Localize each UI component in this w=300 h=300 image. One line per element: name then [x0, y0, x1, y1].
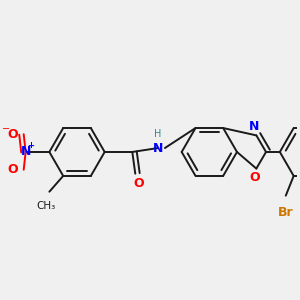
Text: CH₃: CH₃: [37, 201, 56, 211]
Text: O: O: [8, 163, 18, 176]
Text: Br: Br: [278, 206, 294, 218]
Text: O: O: [133, 177, 143, 190]
Text: N: N: [153, 142, 163, 154]
Text: H: H: [154, 129, 162, 139]
Text: N: N: [249, 120, 260, 133]
Text: O: O: [8, 128, 18, 141]
Text: −: −: [2, 124, 10, 134]
Text: N: N: [20, 146, 31, 158]
Text: O: O: [249, 171, 260, 184]
Text: +: +: [27, 141, 34, 150]
